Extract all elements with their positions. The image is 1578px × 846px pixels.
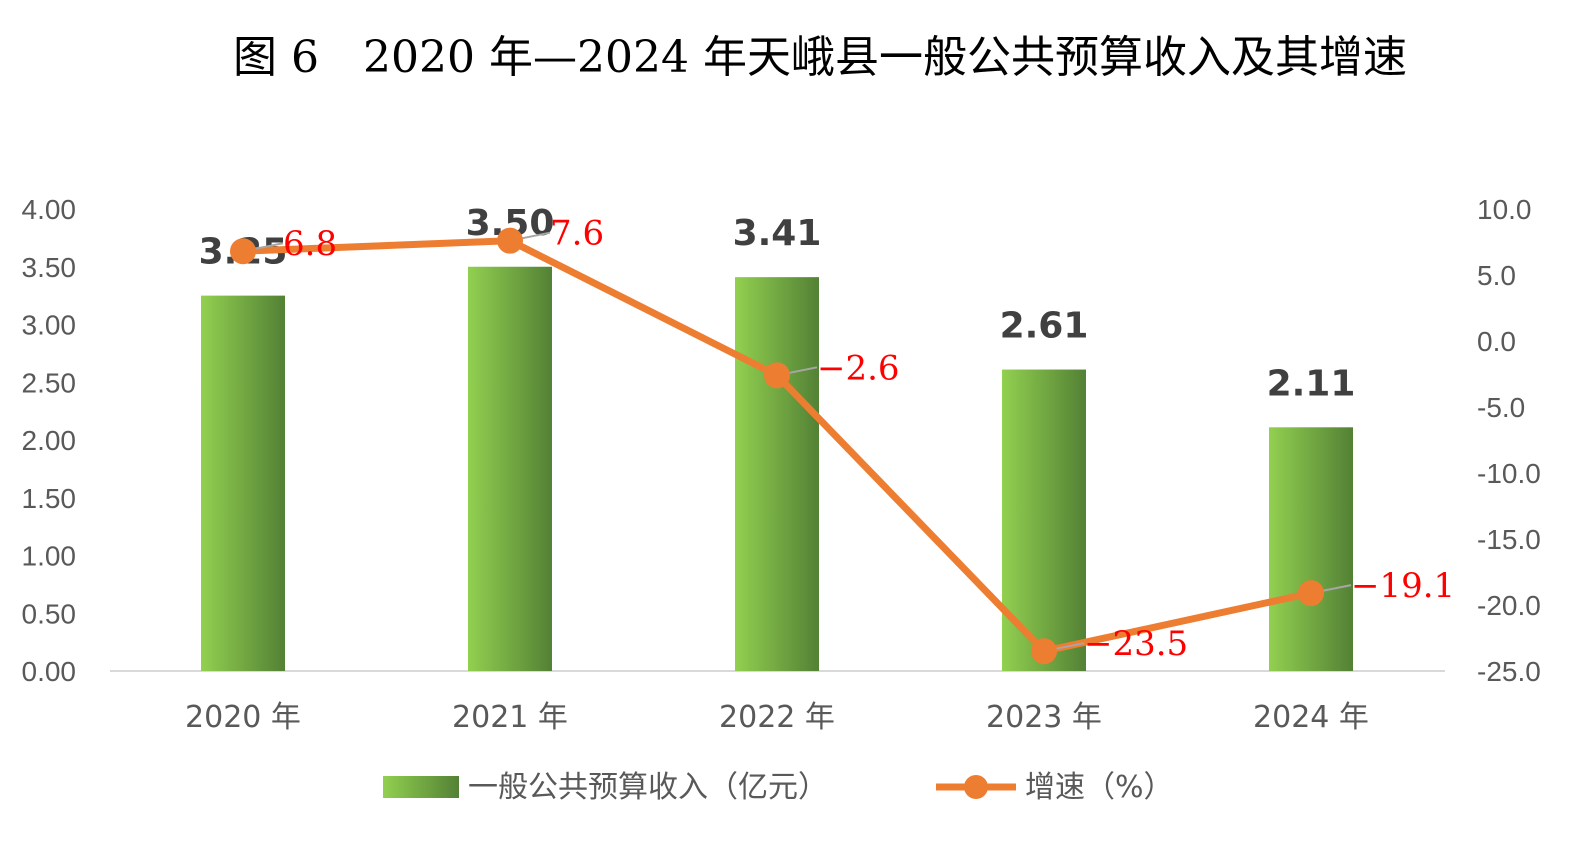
growth-value-label: −23.5 — [1084, 624, 1188, 664]
chart-title: 图 6 2020 年—2024 年天峨县一般公共预算收入及其增速 — [233, 32, 1407, 83]
growth-point — [230, 238, 256, 265]
growth-value-label: 7.6 — [550, 214, 604, 254]
x-axis: 2020 年 2021 年 2022 年 2023 年 2024 年 — [185, 700, 1369, 735]
right-tick-label: -5.0 — [1477, 392, 1525, 423]
left-tick-label: 2.00 — [22, 425, 77, 456]
growth-point — [497, 227, 523, 254]
right-tick-label: 10.0 — [1477, 194, 1532, 225]
left-tick-label: 1.00 — [22, 541, 77, 572]
bar-value-label: 2.61 — [1000, 306, 1089, 347]
left-tick-label: 0.50 — [22, 598, 77, 629]
right-tick-label: 5.0 — [1477, 260, 1516, 291]
x-tick-label: 2023 年 — [986, 700, 1102, 735]
growth-value-label: −19.1 — [1351, 566, 1455, 606]
right-tick-label: -10.0 — [1477, 458, 1541, 489]
left-tick-label: 1.50 — [22, 483, 77, 514]
bar-series: 3.253.503.412.612.11 — [199, 203, 1356, 671]
bar — [468, 266, 552, 671]
bar — [1269, 427, 1353, 671]
bar — [201, 295, 285, 671]
right-tick-label: -20.0 — [1477, 590, 1541, 621]
bar-value-label: 3.41 — [733, 213, 822, 254]
left-tick-label: 0.00 — [22, 656, 77, 687]
x-tick-label: 2022 年 — [719, 700, 835, 735]
right-tick-label: 0.0 — [1477, 326, 1516, 357]
legend-bar-swatch — [383, 776, 459, 798]
left-tick-label: 3.00 — [22, 310, 77, 341]
left-tick-label: 3.50 — [22, 252, 77, 283]
growth-point — [764, 362, 790, 389]
x-tick-label: 2024 年 — [1253, 700, 1369, 735]
growth-point — [1298, 580, 1324, 607]
growth-value-label: 6.8 — [283, 224, 337, 264]
legend-line-label: 增速（%） — [1025, 770, 1174, 805]
right-tick-label: -25.0 — [1477, 656, 1541, 687]
left-axis: 0.00 0.50 1.00 1.50 2.00 2.50 3.00 3.50 4.00 — [22, 194, 77, 687]
growth-point — [1031, 638, 1057, 665]
legend-bar-label: 一般公共预算收入（亿元） — [468, 770, 828, 805]
left-tick-label: 2.50 — [22, 367, 77, 398]
legend-line-marker — [964, 775, 988, 799]
bar — [735, 277, 819, 671]
left-tick-label: 4.00 — [22, 194, 77, 225]
x-tick-label: 2021 年 — [452, 700, 568, 735]
right-axis: -25.0 -20.0 -15.0 -10.0 -5.0 0.0 5.0 10.0 — [1477, 194, 1541, 687]
x-tick-label: 2020 年 — [185, 700, 301, 735]
legend: 一般公共预算收入（亿元） 增速（%） — [383, 770, 1174, 805]
line-series: 6.8 7.6 −2.6 −23.5 −19.1 — [230, 214, 1455, 665]
growth-value-label: −2.6 — [817, 348, 900, 388]
right-tick-label: -15.0 — [1477, 524, 1541, 555]
bar-value-label: 2.11 — [1267, 363, 1356, 404]
